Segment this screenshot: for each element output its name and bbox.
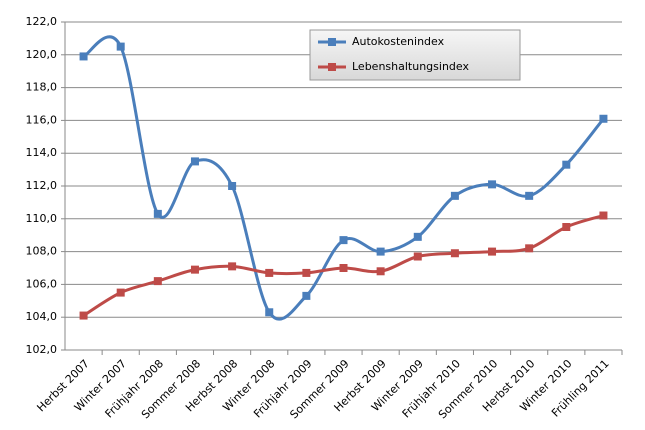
point-marker bbox=[228, 262, 237, 271]
point-marker bbox=[265, 308, 274, 317]
y-tick-label: 112,0 bbox=[26, 179, 58, 192]
y-tick-label: 108,0 bbox=[26, 245, 58, 258]
legend-box bbox=[309, 29, 521, 81]
point-marker bbox=[525, 244, 534, 253]
point-marker bbox=[190, 265, 199, 274]
point-marker bbox=[562, 223, 571, 231]
legend-marker bbox=[328, 38, 336, 46]
point-marker bbox=[228, 182, 237, 190]
point-marker bbox=[339, 264, 348, 272]
point-marker bbox=[190, 157, 199, 166]
point-marker bbox=[599, 114, 608, 123]
point-marker bbox=[376, 247, 385, 256]
point-marker bbox=[450, 191, 459, 200]
y-tick-label: 110,0 bbox=[26, 212, 58, 225]
point-marker bbox=[488, 247, 497, 256]
point-marker bbox=[562, 160, 571, 169]
point-marker bbox=[116, 42, 125, 51]
point-marker bbox=[488, 180, 497, 189]
point-marker bbox=[450, 249, 459, 258]
point-marker bbox=[376, 267, 385, 276]
legend-label: Lebenshaltungsindex bbox=[352, 60, 469, 73]
y-tick-label: 114,0 bbox=[26, 146, 58, 159]
point-marker bbox=[599, 211, 608, 220]
y-tick-label: 116,0 bbox=[26, 113, 58, 126]
point-marker bbox=[302, 268, 311, 277]
point-marker bbox=[339, 236, 348, 245]
y-tick-label: 106,0 bbox=[26, 277, 58, 290]
y-tick-label: 104,0 bbox=[26, 310, 58, 323]
legend-label: Autokostenindex bbox=[352, 35, 445, 48]
point-marker bbox=[79, 311, 88, 320]
y-tick-label: 102,0 bbox=[26, 343, 58, 356]
point-marker bbox=[413, 232, 422, 241]
point-marker bbox=[525, 191, 534, 200]
point-marker bbox=[413, 252, 422, 261]
point-marker bbox=[302, 291, 311, 300]
point-marker bbox=[153, 209, 162, 218]
point-marker bbox=[79, 52, 88, 61]
legend: Autokostenindex Lebenshaltungsindex bbox=[309, 29, 521, 81]
point-marker bbox=[153, 277, 162, 286]
y-tick-label: 120,0 bbox=[26, 48, 58, 61]
y-tick-label: 122,0 bbox=[26, 15, 58, 28]
y-tick-label: 118,0 bbox=[26, 81, 58, 94]
point-marker bbox=[265, 268, 274, 277]
legend-marker bbox=[328, 63, 336, 71]
point-marker bbox=[116, 288, 125, 297]
